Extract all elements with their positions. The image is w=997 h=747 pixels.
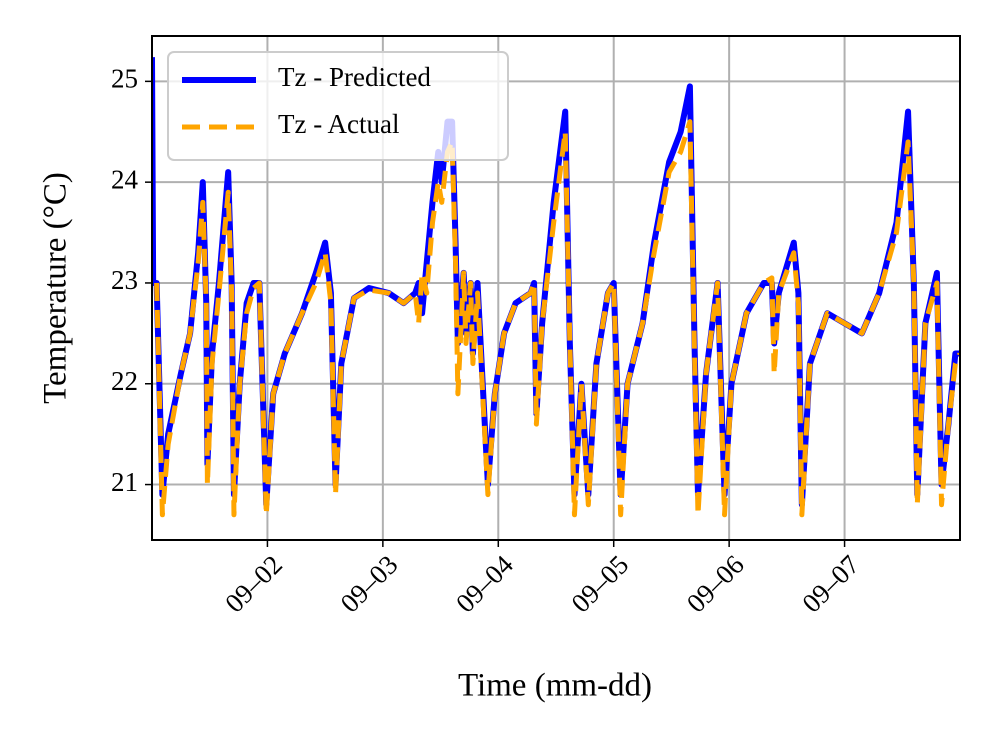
x-tick-label: 09–07 [796,549,865,618]
y-tick-label: 22 [111,366,138,396]
x-tick-label: 09–02 [219,549,288,618]
x-tick-label: 09–05 [565,549,634,618]
x-tick-label: 09–04 [450,549,519,618]
y-tick-label: 21 [111,467,138,497]
series-line [154,119,960,518]
x-axis-label: Time (mm-dd) [458,668,652,704]
legend-label: Tz - Actual [278,109,399,139]
x-tick-label: 09–06 [681,549,750,618]
y-axis-label: Temperature (°C) [38,172,74,404]
x-tick-label: 09–03 [335,549,404,618]
y-tick-label: 25 [111,64,138,94]
plot-frame [151,35,961,541]
y-tick-label: 24 [111,164,139,194]
legend-label: Tz - Predicted [278,62,431,92]
y-tick-label: 23 [111,265,138,295]
